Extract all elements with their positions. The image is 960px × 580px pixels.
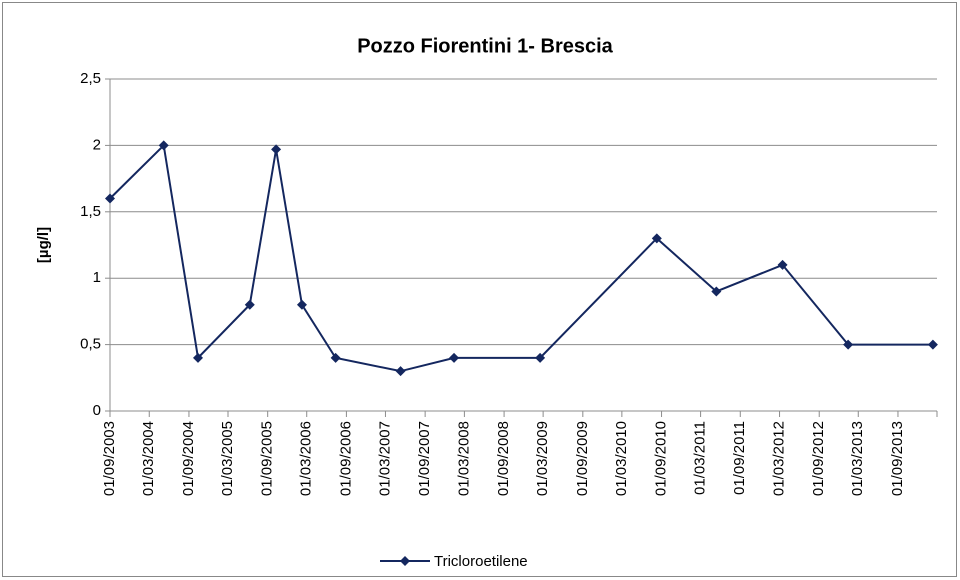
y-tick-label: 1,5 xyxy=(80,203,101,220)
data-point xyxy=(330,352,341,363)
legend-marker xyxy=(400,556,410,566)
x-tick-label: 01/09/2005 xyxy=(259,421,276,496)
data-point xyxy=(395,366,406,377)
data-point xyxy=(777,259,788,270)
y-tick-label: 0 xyxy=(93,402,101,419)
data-point xyxy=(535,352,546,363)
y-axis-label: [µg/l] xyxy=(35,227,52,263)
data-point xyxy=(244,299,255,310)
x-tick-label: 01/09/2004 xyxy=(180,421,197,496)
data-point xyxy=(843,339,854,350)
y-tick-label: 2,5 xyxy=(80,70,101,87)
x-tick-label: 01/09/2003 xyxy=(101,421,118,496)
x-tick-label: 01/03/2013 xyxy=(849,421,866,496)
x-tick-label: 01/03/2008 xyxy=(455,421,472,496)
chart-title: Pozzo Fiorentini 1- Brescia xyxy=(357,35,613,57)
x-tick-label: 01/03/2004 xyxy=(140,421,157,496)
x-tick-label: 01/03/2011 xyxy=(692,421,709,495)
y-tick-label: 1 xyxy=(93,269,101,286)
data-point xyxy=(105,193,115,204)
x-tick-label: 01/09/2007 xyxy=(416,421,433,496)
data-point xyxy=(449,352,460,363)
x-tick-label: 01/03/2009 xyxy=(534,421,551,496)
x-tick-label: 01/03/2006 xyxy=(298,421,315,496)
legend-label: Tricloroetilene xyxy=(434,553,528,570)
y-tick-label: 2 xyxy=(93,136,101,153)
data-point xyxy=(927,339,938,350)
x-tick-label: 01/03/2007 xyxy=(376,421,393,496)
data-point xyxy=(711,286,722,297)
x-tick-label: 01/03/2012 xyxy=(771,421,788,496)
x-tick-label: 01/09/2013 xyxy=(889,421,906,496)
data-point xyxy=(296,299,307,310)
y-tick-label: 0,5 xyxy=(80,336,101,353)
x-tick-label: 01/09/2009 xyxy=(574,421,591,496)
x-tick-label: 01/09/2006 xyxy=(337,421,354,496)
x-tick-label: 01/09/2010 xyxy=(653,421,670,496)
data-point xyxy=(271,144,282,155)
x-tick-label: 01/03/2005 xyxy=(219,421,236,496)
x-tick-label: 01/03/2010 xyxy=(613,421,630,496)
data-point xyxy=(193,352,204,363)
x-tick-label: 01/09/2012 xyxy=(810,421,827,496)
x-tick-label: 01/09/2008 xyxy=(495,421,512,496)
x-tick-label: 01/09/2011 xyxy=(731,421,748,495)
data-point xyxy=(158,140,169,151)
data-point xyxy=(651,233,662,244)
